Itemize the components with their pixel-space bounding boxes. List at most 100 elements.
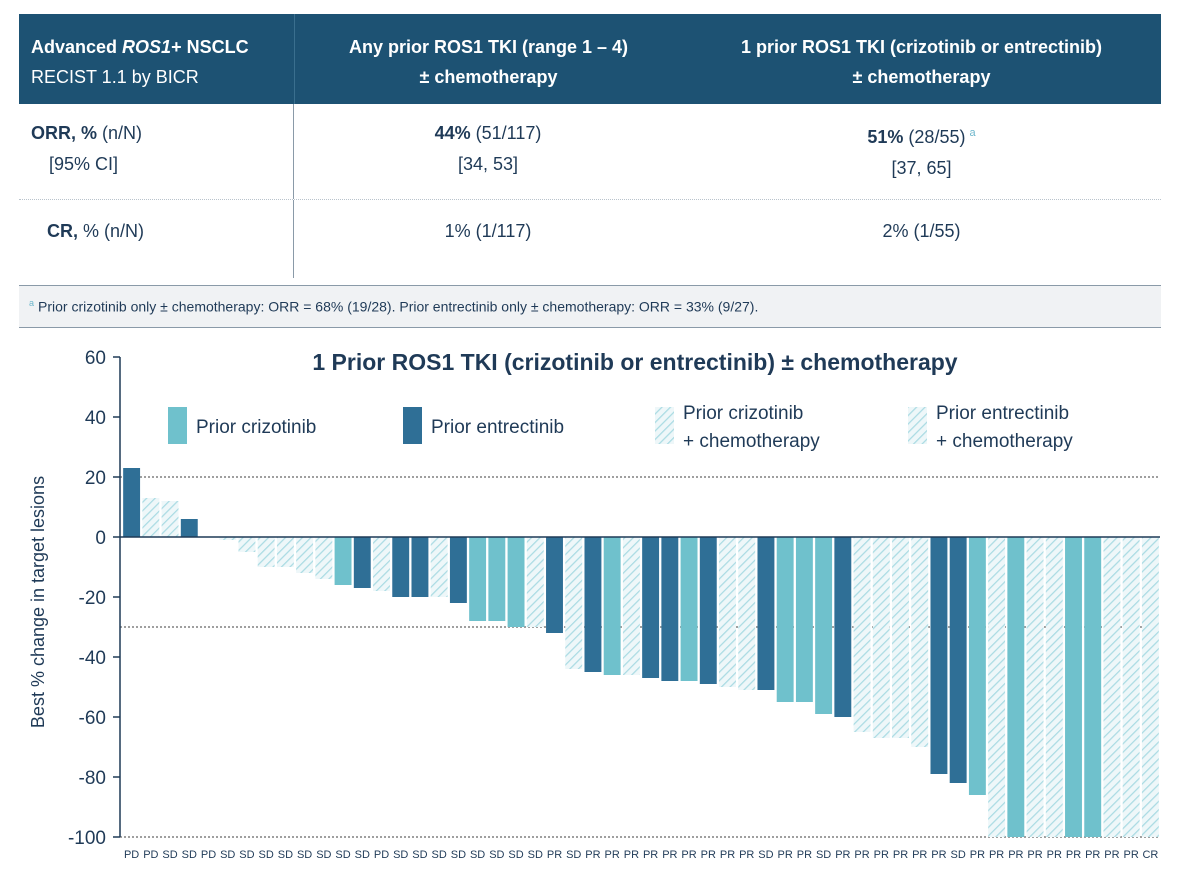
response-label-47: PR: [1008, 849, 1023, 861]
response-label-9: SD: [278, 849, 293, 861]
bar-3: [161, 501, 179, 537]
y-tick-label: 60: [85, 348, 106, 369]
response-label-42: PR: [912, 849, 927, 861]
bar-26: [603, 537, 621, 675]
bar-17: [430, 537, 448, 597]
response-label-1: PD: [124, 849, 139, 861]
bar-33: [738, 537, 756, 690]
bar-47: [1007, 537, 1025, 837]
legend-swatch-criz: [168, 407, 187, 444]
response-label-33: PR: [739, 849, 754, 861]
response-label-48: PR: [1027, 849, 1042, 861]
response-label-30: PR: [681, 849, 696, 861]
response-label-35: PR: [778, 849, 793, 861]
header-one-prior-line1: 1 prior ROS1 TKI (crizotinib or entrecti…: [740, 37, 1103, 57]
bar-15: [392, 537, 410, 597]
cr-label-cell: CR, % (n/N): [19, 200, 294, 278]
legend-label-criz: Prior crizotinib: [196, 417, 316, 438]
response-label-20: SD: [489, 849, 504, 861]
bar-40: [872, 537, 890, 738]
header-population-text-c: + NSCLC: [171, 37, 249, 57]
footnote-marker-sup: a: [969, 127, 976, 139]
cr-row: CR, % (n/N) 1% (1/117) 2% (1/55): [19, 200, 1161, 278]
bar-43: [930, 537, 948, 774]
bar-30: [680, 537, 698, 681]
response-label-41: PR: [893, 849, 908, 861]
response-label-6: SD: [220, 849, 235, 861]
response-label-4: SD: [182, 849, 197, 861]
response-label-46: PR: [989, 849, 1004, 861]
response-label-25: PR: [585, 849, 600, 861]
orr-any-prior-ci: [34, 53]: [457, 154, 519, 174]
response-label-40: PR: [874, 849, 889, 861]
response-label-43: PR: [931, 849, 946, 861]
bar-32: [719, 537, 736, 687]
response-label-11: SD: [316, 849, 331, 861]
response-label-38: PR: [835, 849, 850, 861]
orr-label-cell: ORR, % (n/N) [95% CI]: [19, 104, 294, 199]
bar-27: [622, 537, 640, 675]
bar-35: [776, 537, 794, 702]
header-criteria: RECIST 1.1 by BICR: [31, 67, 199, 87]
bar-39: [853, 537, 871, 732]
response-label-44: SD: [951, 849, 966, 861]
bar-13: [353, 537, 371, 588]
bar-6: [219, 537, 237, 540]
header-one-prior-line2: ± chemotherapy: [852, 67, 991, 87]
bar-14: [373, 537, 390, 591]
orr-label: ORR, %: [31, 123, 98, 143]
response-label-49: PR: [1047, 849, 1062, 861]
orr-any-prior-n: (51/117): [470, 123, 542, 143]
chart-title: 1 Prior ROS1 TKI (crizotinib or entrecti…: [312, 349, 957, 375]
bar-45: [968, 537, 986, 795]
bar-22: [526, 537, 544, 627]
footnote: a Prior crizotinib only ± chemotherapy: O…: [19, 285, 1161, 328]
y-tick-label: 40: [85, 408, 106, 429]
bar-2: [142, 498, 160, 537]
response-label-37: SD: [816, 849, 831, 861]
orr-one-prior-n: (28/55): [903, 127, 966, 147]
bar-4: [180, 519, 198, 537]
bar-19: [469, 537, 487, 621]
bar-42: [911, 537, 929, 747]
orr-row: ORR, % (n/N) [95% CI] 44% (51/117) [34, …: [19, 104, 1161, 200]
response-label-36: PR: [797, 849, 812, 861]
orr-one-prior-cell: 51% (28/55) a [37, 65]: [682, 104, 1161, 199]
header-any-prior: Any prior ROS1 TKI (range 1 – 4) ± chemo…: [294, 14, 682, 104]
waterfall-chart: 1 Prior ROS1 TKI (crizotinib or entrecti…: [28, 348, 1160, 861]
bar-16: [411, 537, 429, 597]
bar-12: [334, 537, 352, 585]
bar-25: [584, 537, 602, 672]
header-population-gene: ROS1: [122, 37, 172, 57]
header-any-prior-line2: ± chemotherapy: [419, 67, 558, 87]
y-tick-label: 0: [95, 528, 106, 549]
response-label-28: PR: [643, 849, 658, 861]
response-label-39: PR: [854, 849, 869, 861]
table-header: Advanced ROS1+ NSCLC RECIST 1.1 by BICR …: [19, 14, 1161, 104]
legend-swatch-criz_chemo: [655, 407, 674, 444]
response-label-26: PR: [605, 849, 620, 861]
header-population: Advanced ROS1+ NSCLC RECIST 1.1 by BICR: [19, 14, 294, 104]
response-label-7: SD: [239, 849, 254, 861]
bar-48: [1026, 537, 1044, 837]
bar-18: [449, 537, 467, 603]
bar-31: [699, 537, 717, 684]
legend-label-criz_chemo-line2: + chemotherapy: [683, 431, 820, 452]
orr-any-prior-cell: 44% (51/117) [34, 53]: [294, 104, 682, 199]
response-label-16: SD: [412, 849, 427, 861]
response-label-18: SD: [451, 849, 466, 861]
ci-label: [95% CI]: [49, 154, 119, 174]
bar-49: [1045, 537, 1063, 837]
response-label-3: SD: [162, 849, 177, 861]
bar-8: [257, 537, 275, 567]
response-label-31: PR: [701, 849, 716, 861]
response-label-15: SD: [393, 849, 408, 861]
response-label-50: PR: [1066, 849, 1081, 861]
bar-54: [1141, 537, 1159, 837]
orr-label-unit: (n/N): [97, 123, 143, 143]
response-label-12: SD: [335, 849, 350, 861]
bar-50: [1065, 537, 1082, 837]
response-label-19: SD: [470, 849, 485, 861]
legend-swatch-entr: [403, 407, 422, 444]
orr-one-prior-ci: [37, 65]: [891, 158, 952, 178]
